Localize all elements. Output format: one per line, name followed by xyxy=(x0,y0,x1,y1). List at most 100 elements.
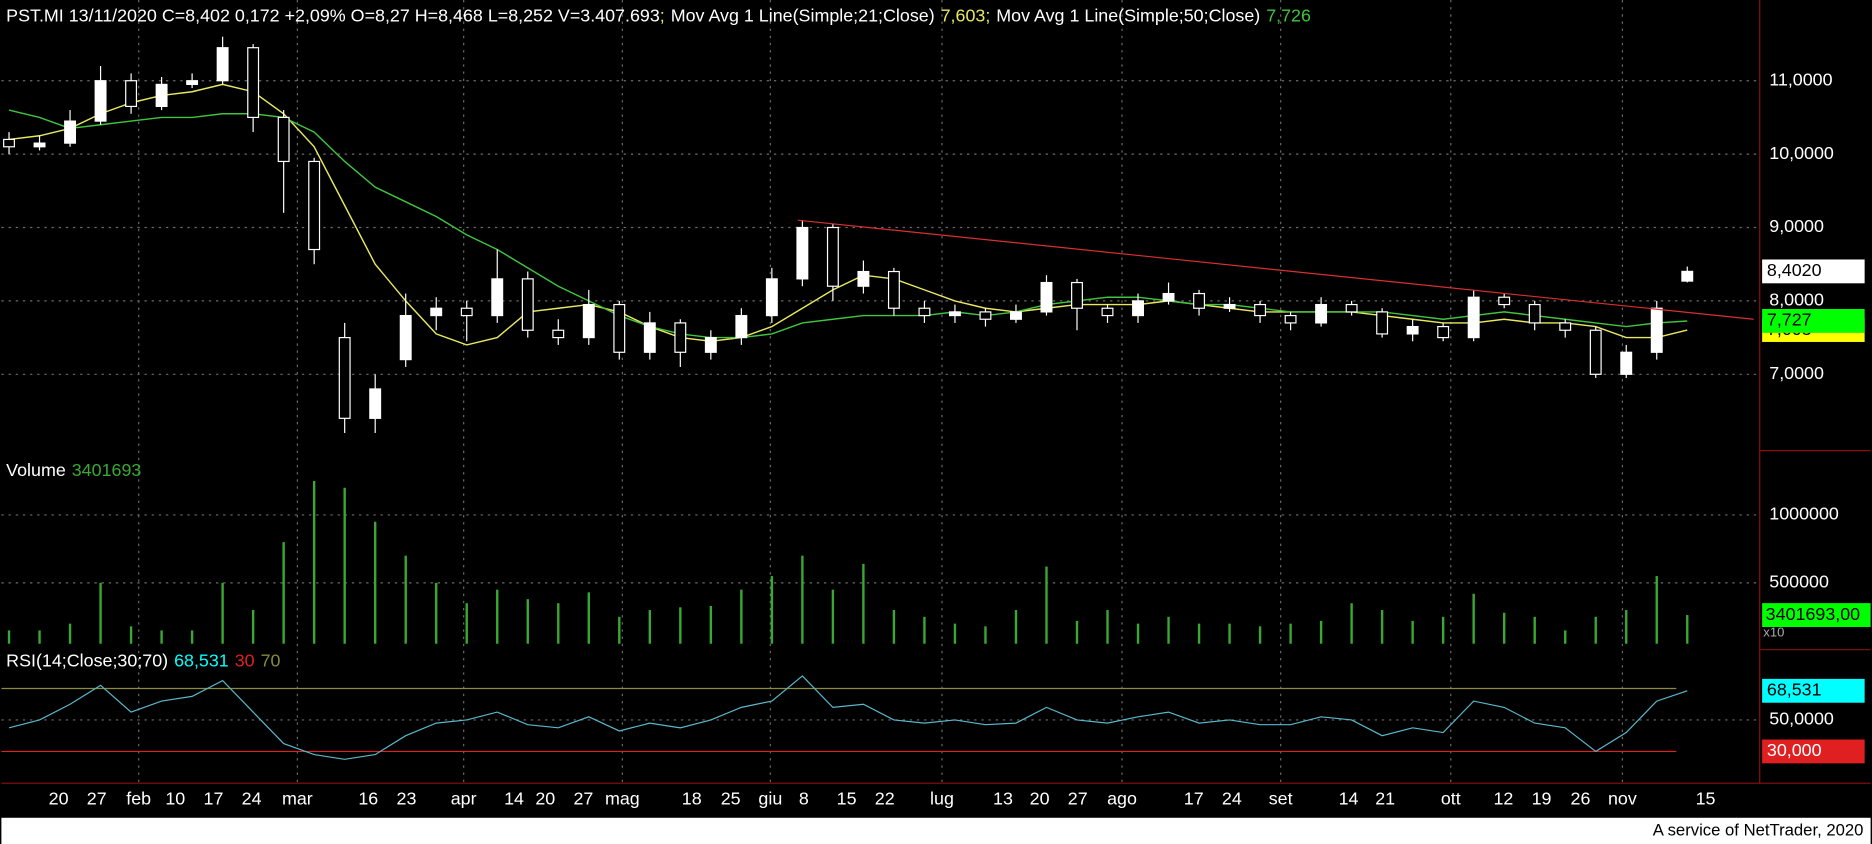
volume-bar xyxy=(923,616,926,644)
x-tick-label: 20 xyxy=(535,789,555,809)
candle-body xyxy=(826,226,839,287)
volume-bar xyxy=(526,599,529,644)
volume-bar xyxy=(190,630,194,644)
candle-body xyxy=(704,336,717,353)
volume-bar xyxy=(221,582,224,644)
candle-body xyxy=(887,270,900,309)
volume-bar xyxy=(801,555,804,644)
x-tick-label: 8 xyxy=(799,789,809,809)
header-part: RSI(14;Close;30;70) xyxy=(6,650,168,670)
volume-bar xyxy=(740,589,743,644)
candle-body xyxy=(735,314,748,339)
header-part: 30 xyxy=(235,650,255,670)
panel-header: RSI(14;Close;30;70) 68,531 30 70 xyxy=(6,650,280,670)
volume-bar xyxy=(1289,623,1292,644)
volume-bar xyxy=(1625,610,1628,644)
volume-bar xyxy=(1167,616,1170,644)
volume-bar xyxy=(1686,615,1689,644)
candle-body xyxy=(979,311,992,320)
x-tick-label: ago xyxy=(1107,789,1137,809)
volume-bar xyxy=(343,487,346,644)
candle-body xyxy=(430,307,443,317)
x-tick-label: 27 xyxy=(573,789,593,809)
volume-bar xyxy=(648,610,652,644)
rsi-tag-label: 68,531 xyxy=(1767,680,1822,700)
candle-body xyxy=(948,311,961,317)
volume-multiplier: x10 xyxy=(1763,624,1784,639)
y-tick-label: 11,0000 xyxy=(1769,69,1832,89)
x-tick-label: 15 xyxy=(837,789,857,809)
volume-bar xyxy=(38,630,41,644)
candle-body xyxy=(460,307,473,317)
volume-bar xyxy=(831,589,835,644)
panel-header: Volume 3401693 xyxy=(6,460,141,480)
x-tick-label: 21 xyxy=(1375,789,1395,809)
x-tick-label: nov xyxy=(1608,789,1637,809)
candle-body xyxy=(1315,303,1328,324)
x-tick-label: 24 xyxy=(1222,789,1242,809)
x-tick-label: set xyxy=(1269,789,1293,809)
volume-bar xyxy=(373,521,377,644)
volume-bar xyxy=(1411,620,1414,644)
volume-bar xyxy=(251,610,255,644)
volume-bar xyxy=(587,592,590,644)
candle-body xyxy=(308,160,321,251)
volume-bar xyxy=(1472,593,1475,644)
candle-body xyxy=(94,80,107,122)
x-tick-label: 14 xyxy=(504,789,524,809)
x-tick-label: apr xyxy=(451,789,477,809)
candle-body xyxy=(1528,303,1541,324)
candle-body xyxy=(1498,296,1511,306)
x-tick-label: 27 xyxy=(87,789,107,809)
candle-body xyxy=(491,278,504,317)
y-tick-label: 10,0000 xyxy=(1769,143,1834,163)
x-tick-label: 23 xyxy=(397,789,417,809)
candle-body xyxy=(3,138,15,148)
candle-body xyxy=(247,47,260,119)
x-tick-label: mar xyxy=(282,789,313,809)
candle-body xyxy=(1345,303,1358,313)
volume-bar xyxy=(1136,623,1140,644)
x-tick-label: 20 xyxy=(49,789,69,809)
y-tick-label: 7,0000 xyxy=(1769,363,1824,383)
x-tick-label: 19 xyxy=(1532,789,1552,809)
x-tick-label: 13 xyxy=(993,789,1013,809)
header-part: Mov Avg 1 Line(Simple;50;Close) xyxy=(996,5,1260,25)
candle-body xyxy=(918,307,931,317)
x-tick-label: 14 xyxy=(1339,789,1359,809)
candle-body xyxy=(33,142,46,148)
y-tick-label: 8,0000 xyxy=(1769,290,1824,310)
header-part: 7,726 xyxy=(1266,5,1311,25)
candle-body xyxy=(338,336,351,419)
candle-body xyxy=(1589,329,1602,375)
x-tick-label: 27 xyxy=(1068,789,1088,809)
x-tick-label: 12 xyxy=(1493,789,1513,809)
volume-bar xyxy=(282,542,285,644)
x-tick-label: 20 xyxy=(1030,789,1050,809)
volume-bar xyxy=(1228,623,1231,644)
candle-body xyxy=(643,322,656,353)
y-tick-label: 1000000 xyxy=(1769,504,1839,524)
candle-body xyxy=(1650,307,1663,353)
candle-body xyxy=(1467,296,1480,339)
x-tick-label: 17 xyxy=(1184,789,1204,809)
x-tick-label: 16 xyxy=(358,789,378,809)
y-tick-label: 50,0000 xyxy=(1769,709,1834,729)
candle-body xyxy=(613,303,626,353)
y-tick-label: 9,0000 xyxy=(1769,216,1824,236)
candle-body xyxy=(1223,303,1236,309)
candle-body xyxy=(1406,325,1419,335)
volume-bar xyxy=(862,563,865,644)
volume-bar xyxy=(1533,616,1536,644)
candle-body xyxy=(64,120,77,144)
header-part: 3401693 xyxy=(72,460,142,480)
candle-body xyxy=(521,278,534,331)
price-tag-label: 7,727 xyxy=(1767,310,1812,330)
volume-bar xyxy=(7,630,11,644)
volume-bar xyxy=(312,480,316,644)
x-tick-label: ott xyxy=(1441,789,1461,809)
candle-body xyxy=(1620,351,1633,375)
price-tag-label: 8,4020 xyxy=(1767,260,1822,280)
candle-body xyxy=(369,388,382,419)
